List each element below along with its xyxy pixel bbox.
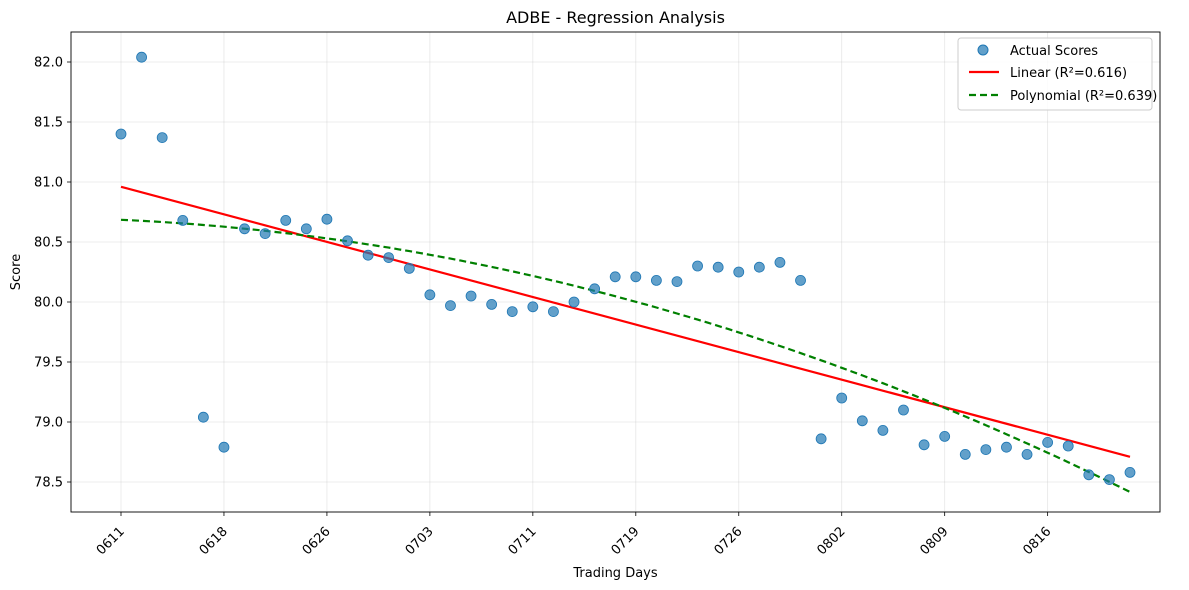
data-point <box>1104 474 1115 486</box>
data-point <box>836 392 848 404</box>
x-tick-label: 0611 <box>94 524 128 558</box>
data-point <box>650 274 662 286</box>
fit-lines <box>120 185 1131 493</box>
data-point <box>218 441 230 453</box>
data-point <box>548 306 559 318</box>
legend-label-linear: Linear (R²=0.616) <box>1010 66 1127 81</box>
data-point <box>795 274 806 286</box>
x-tick-label: 0711 <box>506 524 540 558</box>
data-point <box>115 128 127 140</box>
data-point <box>342 235 353 247</box>
linear-fit-line <box>120 185 1131 458</box>
y-tick-label: 80.5 <box>34 236 63 251</box>
data-point <box>589 283 601 295</box>
data-point <box>197 411 209 423</box>
data-point <box>939 430 951 442</box>
x-tick-label: 0719 <box>609 524 643 558</box>
data-point <box>1021 448 1033 460</box>
data-point <box>465 290 477 302</box>
data-point <box>877 424 889 436</box>
data-point <box>1062 440 1074 452</box>
data-point <box>156 132 168 144</box>
data-point <box>403 262 415 274</box>
y-tick-label: 78.5 <box>34 476 63 491</box>
data-point <box>712 261 724 273</box>
data-point <box>486 298 498 310</box>
data-point <box>918 439 930 451</box>
y-tick-label: 80.0 <box>34 296 63 311</box>
data-point <box>959 448 971 460</box>
data-point <box>1001 441 1012 453</box>
data-point <box>362 249 374 261</box>
data-point <box>671 276 683 288</box>
x-tick-label: 0809 <box>917 524 951 558</box>
plot-frame <box>70 31 1161 513</box>
y-tick-label: 82.0 <box>34 56 63 71</box>
data-point <box>980 444 992 456</box>
data-point <box>733 266 745 278</box>
data-point <box>609 271 621 283</box>
chart-title: ADBE - Regression Analysis <box>506 8 725 27</box>
data-point <box>1124 466 1136 478</box>
legend-label-actual-scores: Actual Scores <box>1010 44 1098 59</box>
data-point <box>856 415 868 427</box>
x-tick-label: 0816 <box>1020 524 1054 558</box>
data-point <box>815 433 827 445</box>
y-tick-label: 81.0 <box>34 176 63 191</box>
data-point <box>177 214 189 226</box>
scatter-points <box>115 51 1136 486</box>
data-point <box>1042 436 1054 448</box>
data-point <box>239 223 250 235</box>
data-point <box>321 213 333 225</box>
legend: Actual Scores Linear (R²=0.616) Polynomi… <box>957 37 1157 111</box>
data-point <box>692 260 703 272</box>
x-tick-label: 0626 <box>300 524 334 558</box>
x-tick-label: 0802 <box>815 524 849 558</box>
polynomial-fit-line <box>120 218 1131 493</box>
data-point <box>506 306 518 318</box>
data-point <box>898 404 909 416</box>
data-point <box>753 261 765 273</box>
data-point <box>527 301 539 313</box>
data-point <box>774 256 786 268</box>
data-point <box>259 228 271 240</box>
data-point <box>445 300 456 312</box>
data-point <box>568 296 580 308</box>
data-point <box>424 289 436 301</box>
legend-marker-actual-scores <box>977 44 989 56</box>
x-tick-label: 0703 <box>403 524 437 558</box>
data-point <box>300 223 312 235</box>
data-point <box>630 271 642 283</box>
data-point <box>136 51 147 63</box>
data-point <box>1083 469 1095 481</box>
legend-box <box>957 37 1153 111</box>
x-tick-label: 0618 <box>197 524 231 558</box>
data-point <box>280 214 292 226</box>
y-tick-label: 81.5 <box>34 116 63 131</box>
x-axis-label: Trading Days <box>572 566 657 581</box>
y-tick-label: 79.0 <box>34 416 63 431</box>
data-point <box>383 252 395 264</box>
axes: 78.5 79.0 79.5 80.0 80.5 81.0 81.5 82.0 0611 0618… <box>34 56 1054 559</box>
y-tick-label: 79.5 <box>34 356 63 371</box>
legend-label-polynomial: Polynomial (R²=0.639) <box>1010 89 1157 104</box>
x-tick-label: 0726 <box>712 524 746 558</box>
y-axis-label: Score <box>9 254 24 290</box>
